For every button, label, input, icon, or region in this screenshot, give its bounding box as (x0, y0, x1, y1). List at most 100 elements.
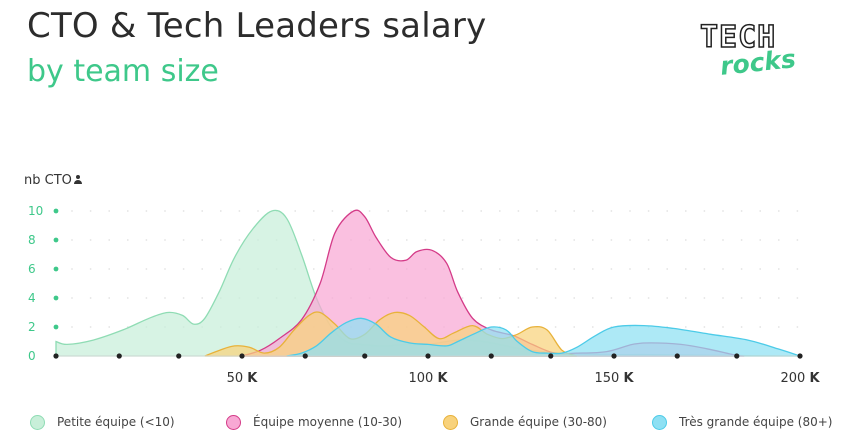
y-tick-label: 8 (28, 233, 36, 247)
grid-dot (182, 239, 185, 241)
grid-dot (201, 297, 204, 299)
grid-dot (461, 239, 464, 241)
grid-dot (796, 297, 799, 299)
grid-dot (629, 297, 631, 299)
y-tick-label: 0 (28, 349, 36, 363)
grid-dot (610, 297, 613, 299)
grid-dot (108, 239, 111, 241)
y-tick-label: 2 (28, 320, 36, 334)
person-icon (73, 175, 82, 184)
grid-dot (536, 297, 538, 299)
grid-dot (684, 326, 687, 328)
grid-dot (684, 268, 687, 270)
grid-dot (722, 239, 724, 241)
grid-dot (480, 268, 483, 270)
grid-dot (294, 210, 297, 212)
salary-distribution-chart: 0 2 4 6 8 10 50 K 100 K 150 K 200 K (28, 204, 820, 386)
grid-dot (666, 239, 669, 241)
grid-dot (312, 210, 315, 212)
grid-dot (108, 297, 111, 299)
chart-title: CTO & Tech Leaders salary (27, 6, 487, 46)
grid-dot (164, 268, 166, 270)
grid-dot (591, 210, 594, 212)
grid-dot (201, 268, 204, 270)
grid-dot (405, 210, 408, 212)
grid-dot (554, 326, 557, 328)
grid-dot (591, 297, 594, 299)
grid-dot (443, 239, 445, 241)
x-tick-label: 100 K (408, 371, 448, 386)
y-axis-label-text: nb CTO (24, 173, 72, 188)
grid-dot (647, 239, 650, 241)
x-tick-dot (611, 353, 617, 359)
grid-dot (536, 239, 538, 241)
grid-dot (554, 268, 557, 270)
grid-dot (722, 210, 724, 212)
grid-dot (461, 297, 464, 299)
grid-dot (498, 297, 501, 299)
grid-dot (461, 268, 464, 270)
grid-dot (312, 239, 315, 241)
x-tick-dot (176, 353, 182, 359)
grid-dot (777, 326, 780, 328)
grid-dot (703, 326, 706, 328)
grid-dot (89, 239, 92, 241)
grid-dot (219, 268, 222, 270)
grid-dot (759, 239, 762, 241)
x-tick-dot (362, 353, 368, 359)
y-tick-dot (53, 237, 59, 243)
grid-dot (777, 239, 780, 241)
grid-dot (145, 210, 148, 212)
grid-dot (684, 297, 687, 299)
grid-dot (145, 239, 148, 241)
y-tick-label: 4 (28, 291, 36, 305)
x-tick-dot (734, 353, 740, 359)
grid-dot (71, 239, 73, 241)
grid-dot (610, 268, 613, 270)
grid-dot (517, 268, 520, 270)
grid-dot (480, 297, 483, 299)
grid-dot (517, 239, 520, 241)
grid-dot (517, 297, 520, 299)
grid-dot (647, 268, 650, 270)
chart-subtitle: by team size (27, 54, 219, 89)
grid-dot (591, 326, 594, 328)
grid-dot (71, 210, 73, 212)
grid-dot (740, 297, 743, 299)
grid-dot (257, 210, 259, 212)
grid-dot (312, 268, 315, 270)
grid-dot (350, 210, 352, 212)
y-tick-dot (53, 208, 59, 214)
grid-dot (703, 268, 706, 270)
grid-dot (610, 239, 613, 241)
legend-item: Petite équipe (<10) (30, 411, 175, 433)
grid-dot (703, 210, 706, 212)
grid-dot (517, 326, 520, 328)
y-tick-label: 10 (28, 204, 43, 218)
grid-dot (164, 210, 166, 212)
grid-dot (108, 268, 111, 270)
grid-dot (461, 210, 464, 212)
grid-dot (126, 297, 129, 299)
grid-dot (126, 268, 129, 270)
x-tick-dot (302, 353, 308, 359)
grid-dot (219, 210, 222, 212)
grid-dot (387, 210, 390, 212)
y-tick-dot (53, 295, 59, 301)
grid-dot (591, 268, 594, 270)
grid-dot (89, 268, 92, 270)
grid-dot (666, 268, 669, 270)
grid-dot (740, 210, 743, 212)
x-tick-dot (53, 353, 59, 359)
grid-dot (684, 239, 687, 241)
grid-dot (759, 297, 762, 299)
grid-dot (331, 210, 334, 212)
grid-dot (647, 210, 650, 212)
y-axis-label: nb CTO (24, 173, 82, 188)
grid-dot (573, 268, 576, 270)
grid-dot (182, 210, 185, 212)
logo-text-tech: TECH (699, 19, 777, 56)
grid-dot (573, 210, 576, 212)
grid-dot (796, 210, 799, 212)
grid-dot (554, 239, 557, 241)
